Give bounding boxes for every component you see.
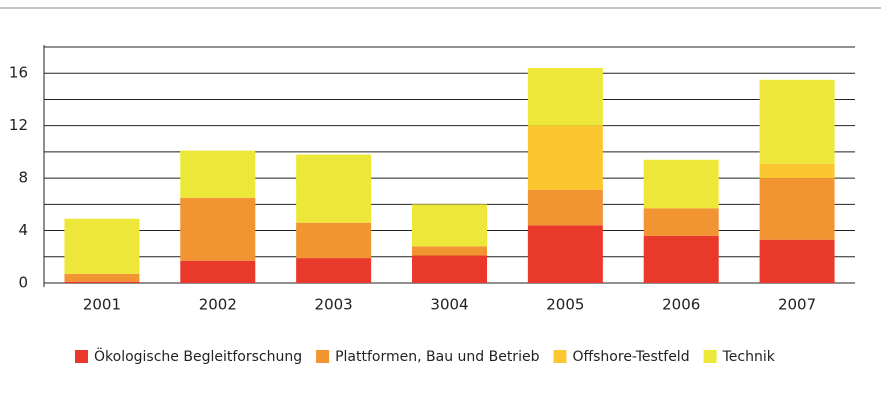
legend-label: Technik	[722, 349, 776, 365]
x-tick-label: 2003	[315, 296, 353, 314]
bar-segment	[296, 258, 372, 283]
y-tick-label: 16	[9, 64, 28, 82]
bar-segment	[412, 204, 487, 247]
y-tick-label: 12	[9, 116, 28, 134]
bar-segment	[643, 235, 719, 283]
x-tick-label: 3004	[430, 296, 468, 314]
bar-segment	[643, 208, 719, 236]
legend-swatch	[703, 350, 717, 363]
y-tick-label: 4	[18, 221, 28, 239]
bar-segment	[759, 79, 835, 164]
legend-label: Plattformen, Bau und Betrieb	[335, 349, 539, 365]
bar-segment	[64, 281, 140, 283]
x-tick-label: 2006	[662, 296, 700, 314]
bar-segment	[759, 239, 835, 283]
legend-label: Ökologische Begleitforschung	[94, 347, 302, 365]
bar-segment	[527, 67, 603, 126]
bar-segment	[296, 222, 372, 259]
legend-swatch	[316, 350, 330, 363]
bar-segment	[759, 163, 835, 179]
x-tick-label: 2007	[778, 296, 816, 314]
bar-segment	[180, 197, 256, 261]
bar-segment	[296, 154, 372, 223]
bar-segment	[180, 150, 256, 198]
bar-segment	[412, 255, 487, 283]
bar-segment	[527, 225, 603, 283]
bar-segment	[527, 189, 603, 226]
x-tick-label: 2001	[83, 296, 121, 314]
legend-swatch	[553, 350, 567, 363]
legend-label: Offshore-Testfeld	[572, 349, 689, 365]
bar-segment	[180, 260, 256, 283]
legend-swatch	[75, 350, 88, 363]
y-tick-label: 8	[18, 169, 28, 187]
legend: Ökologische Begleitforschung Plattformen,…	[75, 347, 776, 365]
bar-segment	[64, 273, 140, 282]
y-tick-label: 0	[18, 274, 28, 292]
bar-segment	[527, 125, 603, 190]
bar-segment	[64, 218, 140, 274]
x-tick-label: 2002	[199, 296, 237, 314]
x-tick-label: 2005	[546, 296, 584, 314]
bar-segment	[759, 178, 835, 240]
bar-segment	[643, 159, 719, 209]
bar-segment	[412, 246, 487, 256]
